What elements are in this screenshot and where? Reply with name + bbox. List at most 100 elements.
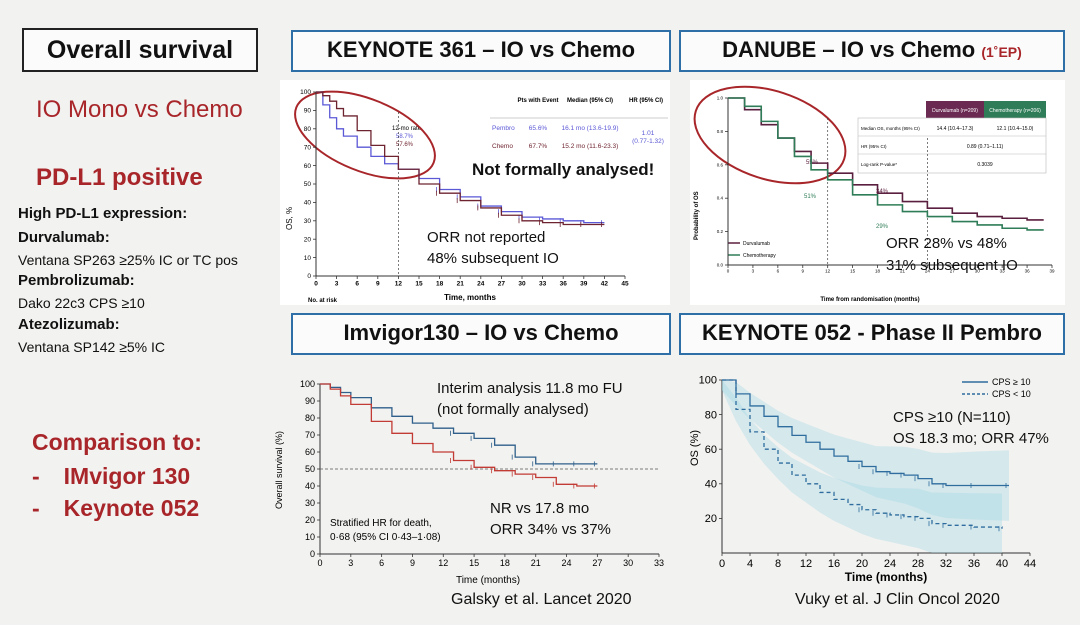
y-tick-label: 20 bbox=[304, 236, 312, 243]
keynote052-title: KEYNOTE 052 - Phase II Pembro bbox=[679, 313, 1065, 355]
series-line-1 bbox=[722, 379, 1009, 487]
y-tick-label: 70 bbox=[305, 430, 315, 440]
dash: - bbox=[32, 463, 40, 489]
imv-hr-text2: 0·68 (95% CI 0·43–1·08) bbox=[330, 532, 441, 543]
y-tick-label: 50 bbox=[304, 181, 312, 188]
x-tick-label: 12 bbox=[800, 558, 812, 570]
x-tick-label: 15 bbox=[850, 269, 856, 274]
kn361-highlight-ellipse bbox=[294, 90, 436, 180]
danube-row2-value: 0.89 (0.71–1.11) bbox=[967, 144, 1004, 150]
y-tick-label: 100 bbox=[699, 375, 717, 387]
x-tick-label: 9 bbox=[802, 269, 805, 274]
danube-title-box: DANUBE – IO vs Chemo (1˚EP) bbox=[679, 30, 1065, 72]
imv-x-label: Time (months) bbox=[456, 575, 520, 586]
kn361-row-pembro-event: 65.6% bbox=[529, 125, 548, 132]
x-tick-label: 12 bbox=[825, 269, 831, 274]
kn361-x-label: Time, months bbox=[444, 293, 496, 302]
x-tick-label: 0 bbox=[727, 269, 730, 274]
dash: - bbox=[32, 495, 40, 521]
imv-y-label: Overall survival (%) bbox=[274, 431, 284, 509]
y-tick-label: 0 bbox=[307, 273, 311, 280]
danube-row1-label: Median OS, months (95% CI) bbox=[861, 126, 920, 131]
keynote361-title: KEYNOTE 361 – IO vs Chemo bbox=[291, 30, 671, 72]
x-tick-label: 0 bbox=[314, 281, 318, 288]
kn052-x-label: Time (months) bbox=[845, 570, 927, 584]
danube-note1: ORR 28% vs 48% bbox=[886, 235, 1007, 252]
y-tick-label: 0.6 bbox=[717, 162, 724, 167]
danube-row1-a: 14.4 (10.4–17.3) bbox=[937, 126, 974, 132]
kn361-rate1: 58.7% bbox=[396, 134, 414, 140]
y-tick-label: 40 bbox=[304, 200, 312, 207]
x-tick-label: 33 bbox=[539, 281, 547, 288]
x-tick-label: 0 bbox=[719, 558, 725, 570]
y-tick-label: 100 bbox=[300, 379, 315, 389]
imv-note1: NR vs 17.8 mo bbox=[490, 500, 590, 517]
keynote361-panel: OS, % Time, months No. at risk 12-mo rat… bbox=[280, 80, 670, 305]
y-tick-label: 0 bbox=[310, 549, 315, 559]
series-line-2 bbox=[320, 383, 598, 487]
y-tick-label: 0.2 bbox=[717, 229, 724, 234]
x-tick-label: 3 bbox=[752, 269, 755, 274]
x-tick-label: 20 bbox=[856, 558, 868, 570]
imvigor130-panel: Overall survival (%) Time (months) Strat… bbox=[272, 370, 672, 590]
y-tick-label: 10 bbox=[305, 532, 315, 542]
x-tick-label: 6 bbox=[379, 558, 384, 568]
subtitle-io-mono: IO Mono vs Chemo bbox=[36, 96, 243, 123]
imv-note-top1: Interim analysis 11.8 mo FU bbox=[437, 380, 623, 397]
x-tick-label: 33 bbox=[654, 558, 664, 568]
imvigor130-title: Imvigor130 – IO vs Chemo bbox=[291, 313, 671, 355]
danube-ep-label: (1˚EP) bbox=[981, 44, 1022, 60]
x-tick-label: 30 bbox=[623, 558, 633, 568]
kn052-legend-1: CPS ≥ 10 bbox=[992, 377, 1030, 387]
x-tick-label: 36 bbox=[1025, 269, 1031, 274]
subtitle-pdl1: PD-L1 positive bbox=[36, 164, 203, 191]
danube-th-chemo: Chemotherapy (n=206) bbox=[989, 108, 1041, 114]
high-pdl1-label: High PD-L1 expression: bbox=[18, 205, 188, 222]
kn361-row-pembro-arm: Pembro bbox=[492, 125, 515, 132]
comparison-item-label: Keynote 052 bbox=[63, 495, 200, 521]
series-line-1 bbox=[728, 97, 1044, 221]
danube-row3-label: Log-rank P-value* bbox=[861, 162, 897, 167]
danube-chart: Probability of OS Time from randomisatio… bbox=[693, 85, 1055, 303]
x-tick-label: 24 bbox=[884, 558, 896, 570]
danube-y-label: Probability of OS bbox=[694, 191, 700, 240]
x-tick-label: 21 bbox=[900, 269, 906, 274]
x-tick-label: 15 bbox=[469, 558, 479, 568]
y-tick-label: 20 bbox=[305, 515, 315, 525]
danube-panel: Probability of OS Time from randomisatio… bbox=[690, 80, 1065, 305]
danube-title: DANUBE – IO vs Chemo bbox=[722, 37, 976, 62]
confidence-band bbox=[722, 380, 1002, 553]
comparison-item-keynote: - Keynote 052 bbox=[32, 495, 199, 522]
imvigor130-chart: Overall survival (%) Time (months) Strat… bbox=[274, 379, 664, 586]
x-tick-label: 18 bbox=[500, 558, 510, 568]
kn361-th-event: Pts with Event bbox=[517, 98, 558, 104]
y-tick-label: 100 bbox=[300, 89, 311, 96]
x-tick-label: 27 bbox=[950, 269, 956, 274]
imv-note-top2: (not formally analysed) bbox=[437, 401, 589, 418]
comparison-item-label: IMvigor 130 bbox=[63, 463, 191, 489]
x-tick-label: 28 bbox=[912, 558, 924, 570]
y-tick-label: 60 bbox=[705, 444, 717, 456]
pembrolizumab-label: Pembrolizumab: bbox=[18, 272, 135, 289]
x-tick-label: 18 bbox=[436, 281, 444, 288]
keynote052-panel: OS (%) Time (months) CPS ≥ 10 CPS < 10 0… bbox=[684, 368, 1068, 590]
imv-citation: Galsky et al. Lancet 2020 bbox=[451, 591, 632, 608]
kn361-hr-ci: (0.77-1.32) bbox=[632, 138, 664, 145]
y-tick-label: 80 bbox=[304, 126, 312, 133]
x-tick-label: 44 bbox=[1024, 558, 1036, 570]
danube-row1-b: 12.1 (10.4–15.0) bbox=[997, 126, 1034, 132]
y-tick-label: 80 bbox=[705, 409, 717, 421]
x-tick-label: 21 bbox=[531, 558, 541, 568]
x-tick-label: 15 bbox=[415, 281, 423, 288]
series-line-2 bbox=[316, 91, 605, 226]
x-tick-label: 9 bbox=[376, 281, 380, 288]
kn361-row-chemo-event: 67.7% bbox=[529, 143, 548, 150]
x-tick-label: 27 bbox=[592, 558, 602, 568]
x-tick-label: 3 bbox=[335, 281, 339, 288]
danube-th-durva-bg bbox=[926, 101, 984, 118]
x-tick-label: 30 bbox=[975, 269, 981, 274]
x-tick-label: 36 bbox=[560, 281, 568, 288]
x-tick-label: 9 bbox=[410, 558, 415, 568]
danube-pct-34: 34% bbox=[876, 189, 889, 195]
danube-highlight-ellipse bbox=[693, 85, 847, 185]
